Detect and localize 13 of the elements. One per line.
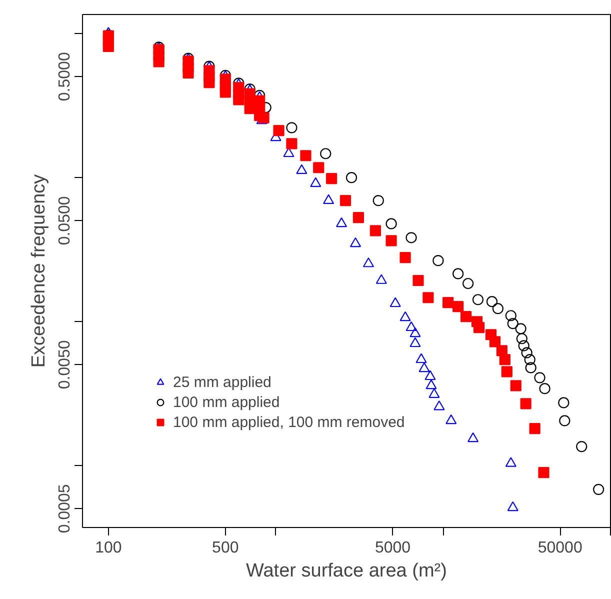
legend-label: 100 mm applied, 100 mm removed xyxy=(173,414,405,430)
legend-label: 25 mm applied xyxy=(173,374,272,390)
y-tick-label: 0.0500 xyxy=(56,196,74,246)
x-tick-label: 5000 xyxy=(374,540,411,556)
x-tick-label: 500 xyxy=(212,540,239,556)
y-tick-label: 0.0005 xyxy=(56,484,74,534)
x-tick-label: 50000 xyxy=(538,540,582,556)
x-tick-label: 100 xyxy=(95,540,122,556)
y-tick-label: 0.0050 xyxy=(56,340,74,390)
y-axis-title: Exceedence frequency xyxy=(28,174,50,368)
y-tick-label: 0.5000 xyxy=(56,52,74,102)
legend-label: 100 mm applied xyxy=(173,394,280,410)
x-axis-title: Water surface area (m²) xyxy=(246,560,447,582)
